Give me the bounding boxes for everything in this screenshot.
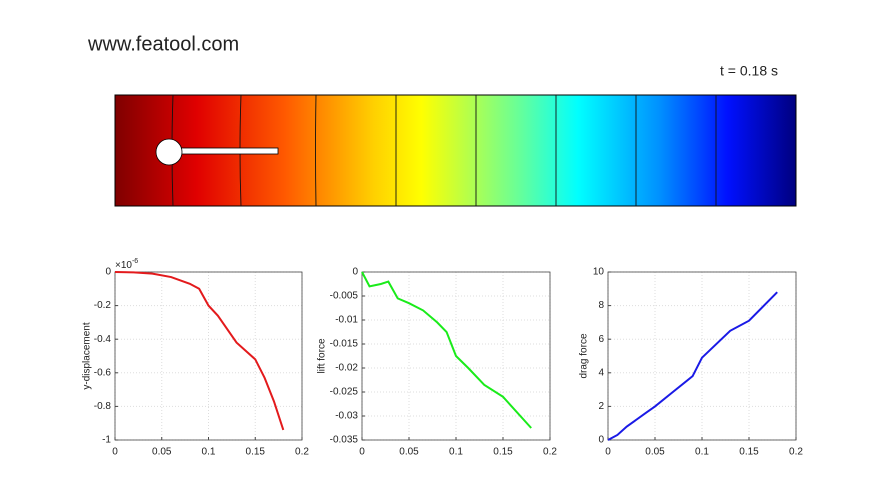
site-title: www.featool.com <box>87 33 239 55</box>
y-multiplier-base: ×10 <box>115 260 132 271</box>
y-tick-label: -0.6 <box>94 367 112 378</box>
x-tick-label: 0.15 <box>739 447 759 458</box>
y-tick-label: 4 <box>598 367 604 378</box>
y-tick-label: -0.01 <box>335 315 358 326</box>
x-tick-label: 0.1 <box>695 447 709 458</box>
y-tick-label: -0.2 <box>94 300 112 311</box>
y-tick-label: -0.015 <box>330 339 359 350</box>
y-tick-label: -0.02 <box>335 363 358 374</box>
y-tick-label: 0 <box>352 267 358 278</box>
y-tick-label: 6 <box>598 334 604 345</box>
y-axis-label: drag force <box>579 333 590 378</box>
y-tick-label: 8 <box>598 300 604 311</box>
y-tick-label: 10 <box>593 267 605 278</box>
x-tick-label: 0 <box>112 447 118 458</box>
y-tick-label: -0.4 <box>94 334 112 345</box>
time-label: t = 0.18 s <box>720 63 778 79</box>
y-tick-label: 0 <box>598 435 604 446</box>
y-tick-label: -0.8 <box>94 401 112 412</box>
x-tick-label: 0.05 <box>399 447 419 458</box>
data-line <box>114 271 285 431</box>
x-tick-label: 0.1 <box>449 447 463 458</box>
y-tick-label: -0.035 <box>330 435 359 446</box>
axes-box <box>114 271 303 441</box>
y-axis-label: lift force <box>317 338 328 373</box>
y-tick-label: 0 <box>105 267 111 278</box>
data-line <box>607 291 778 441</box>
x-tick-label: 0.05 <box>645 447 665 458</box>
axes-box <box>361 271 551 441</box>
x-tick-label: 0.2 <box>543 447 557 458</box>
axes-box <box>607 271 797 441</box>
x-tick-label: 0.05 <box>152 447 172 458</box>
y-tick-label: 2 <box>598 401 604 412</box>
x-tick-label: 0 <box>605 447 611 458</box>
flow-field <box>114 94 797 207</box>
y-axis-label: y-displacement <box>82 322 93 389</box>
x-tick-label: 0.15 <box>246 447 266 458</box>
x-tick-label: 0.15 <box>493 447 513 458</box>
y-multiplier-exponent: -6 <box>132 258 138 265</box>
x-tick-label: 0.2 <box>295 447 309 458</box>
y-tick-label: -0.005 <box>330 291 359 302</box>
x-tick-label: 0.2 <box>789 447 803 458</box>
y-tick-label: -0.025 <box>330 387 359 398</box>
data-line <box>361 271 532 429</box>
x-tick-label: 0 <box>359 447 365 458</box>
y-tick-label: -0.03 <box>335 411 358 422</box>
x-tick-label: 0.1 <box>202 447 216 458</box>
y-tick-label: -1 <box>102 435 111 446</box>
y-multiplier: ×10-6 <box>115 258 138 271</box>
